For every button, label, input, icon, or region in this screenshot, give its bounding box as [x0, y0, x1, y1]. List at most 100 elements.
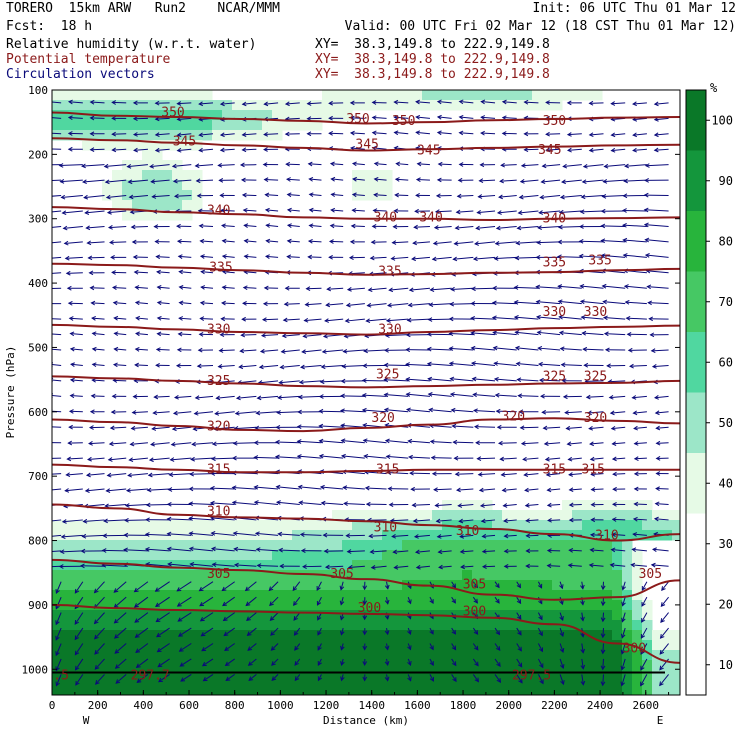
theta-325-contour	[52, 375, 680, 389]
colorbar-swatch	[686, 453, 706, 514]
rh-cell	[192, 590, 203, 601]
wind-vector	[52, 473, 62, 475]
wind-vector	[155, 254, 170, 260]
arrow-shaft	[449, 347, 474, 351]
arrow-head	[231, 455, 237, 461]
arrow-shaft	[526, 519, 539, 522]
arrow-head	[557, 284, 563, 289]
rh-cell	[422, 590, 433, 601]
arrow-shaft	[394, 131, 409, 135]
wind-vector	[94, 643, 105, 655]
arrow-shaft	[428, 378, 452, 382]
rh-cell	[222, 610, 233, 621]
arrow-shaft	[211, 532, 235, 536]
arrow-shaft	[437, 116, 452, 119]
wind-vector	[363, 453, 387, 459]
wind-vector	[286, 223, 300, 228]
rh-cell	[132, 140, 143, 151]
arrow-head	[107, 457, 113, 462]
rh-cell	[432, 620, 443, 631]
arrow-head	[451, 583, 457, 589]
rh-cell	[432, 90, 443, 101]
wind-vector	[454, 225, 474, 231]
wind-vector	[429, 596, 434, 605]
arrow-shaft	[654, 148, 669, 151]
wind-vector	[416, 161, 430, 167]
rh-cell	[342, 680, 353, 691]
wind-vector	[262, 162, 279, 167]
rh-cell	[632, 550, 643, 561]
rh-cell	[372, 690, 383, 695]
arrow-head	[145, 502, 151, 508]
arrow-shaft	[113, 286, 127, 289]
rh-cell	[272, 520, 283, 531]
wind-vector	[329, 223, 344, 229]
arrow-shaft	[157, 286, 170, 289]
arrow-head	[429, 287, 435, 293]
rh-cell	[232, 550, 243, 561]
arrow-shaft	[150, 164, 170, 168]
rh-cell	[322, 640, 333, 651]
arrow-head	[648, 316, 654, 322]
rh-cell	[452, 680, 463, 691]
rh-cell	[472, 670, 483, 681]
rh-cell	[212, 580, 223, 591]
wind-vector	[415, 99, 430, 105]
rh-cell	[562, 660, 573, 671]
wind-vector	[111, 100, 127, 105]
arrow-head	[320, 364, 326, 370]
wind-vector	[454, 471, 474, 477]
arrow-head	[513, 315, 519, 320]
rh-cell	[142, 90, 153, 101]
arrow-head	[426, 331, 432, 337]
rh-cell	[92, 670, 103, 681]
rh-cell	[112, 570, 123, 581]
arrow-shaft	[459, 100, 474, 104]
wind-vector	[630, 562, 647, 568]
rh-cell	[242, 620, 253, 631]
wind-vector	[387, 302, 409, 308]
arrow-head	[113, 618, 119, 624]
rh-cell	[372, 620, 383, 631]
wind-vector	[193, 410, 214, 416]
arrow-head	[451, 645, 457, 651]
rh-cell	[442, 90, 453, 101]
wind-vector	[82, 518, 105, 524]
wind-vector	[103, 518, 127, 524]
rh-cell	[562, 650, 573, 661]
arrow-head	[147, 472, 153, 478]
arrow-shaft	[220, 133, 235, 136]
rh-cell	[292, 520, 303, 531]
arrow-head	[654, 395, 659, 400]
rh-cell	[632, 630, 643, 641]
rh-cell	[532, 650, 543, 661]
wind-vector	[341, 363, 365, 369]
rh-cell	[142, 600, 153, 611]
wind-vector	[649, 332, 669, 338]
arrow-shaft	[536, 301, 561, 305]
theta-315-contour	[52, 463, 680, 474]
arrow-shaft	[52, 333, 62, 336]
rh-cell	[62, 120, 73, 131]
wind-vector	[590, 517, 604, 523]
rh-cell	[282, 570, 293, 581]
arrow-head	[477, 472, 483, 477]
arrow-shaft	[177, 102, 192, 105]
arrow-shaft	[407, 643, 411, 650]
wind-vector	[68, 409, 83, 414]
rh-cell	[422, 680, 433, 691]
arrow-shaft	[94, 658, 105, 670]
rh-cell	[92, 580, 103, 591]
wind-vector	[239, 162, 257, 168]
arrow-head	[479, 503, 485, 508]
rh-cell	[192, 170, 203, 181]
wind-vector	[407, 627, 412, 635]
arrow-head	[600, 223, 606, 229]
arrow-shaft	[60, 550, 83, 553]
arrow-head	[393, 208, 399, 214]
wind-vector	[318, 408, 344, 414]
arrow-shaft	[435, 503, 452, 507]
arrow-shaft	[91, 302, 105, 305]
arrow-head	[322, 532, 328, 538]
arrow-head	[316, 586, 321, 591]
